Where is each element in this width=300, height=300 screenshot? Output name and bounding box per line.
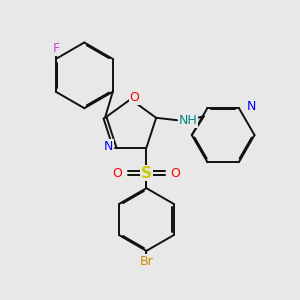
Text: Br: Br [140, 255, 153, 268]
Text: S: S [141, 166, 152, 181]
Text: O: O [112, 167, 122, 180]
Text: O: O [129, 91, 139, 104]
Text: N: N [246, 100, 256, 113]
Text: F: F [52, 42, 59, 55]
Text: N: N [104, 140, 113, 153]
Text: O: O [170, 167, 180, 180]
Text: NH: NH [178, 114, 197, 127]
